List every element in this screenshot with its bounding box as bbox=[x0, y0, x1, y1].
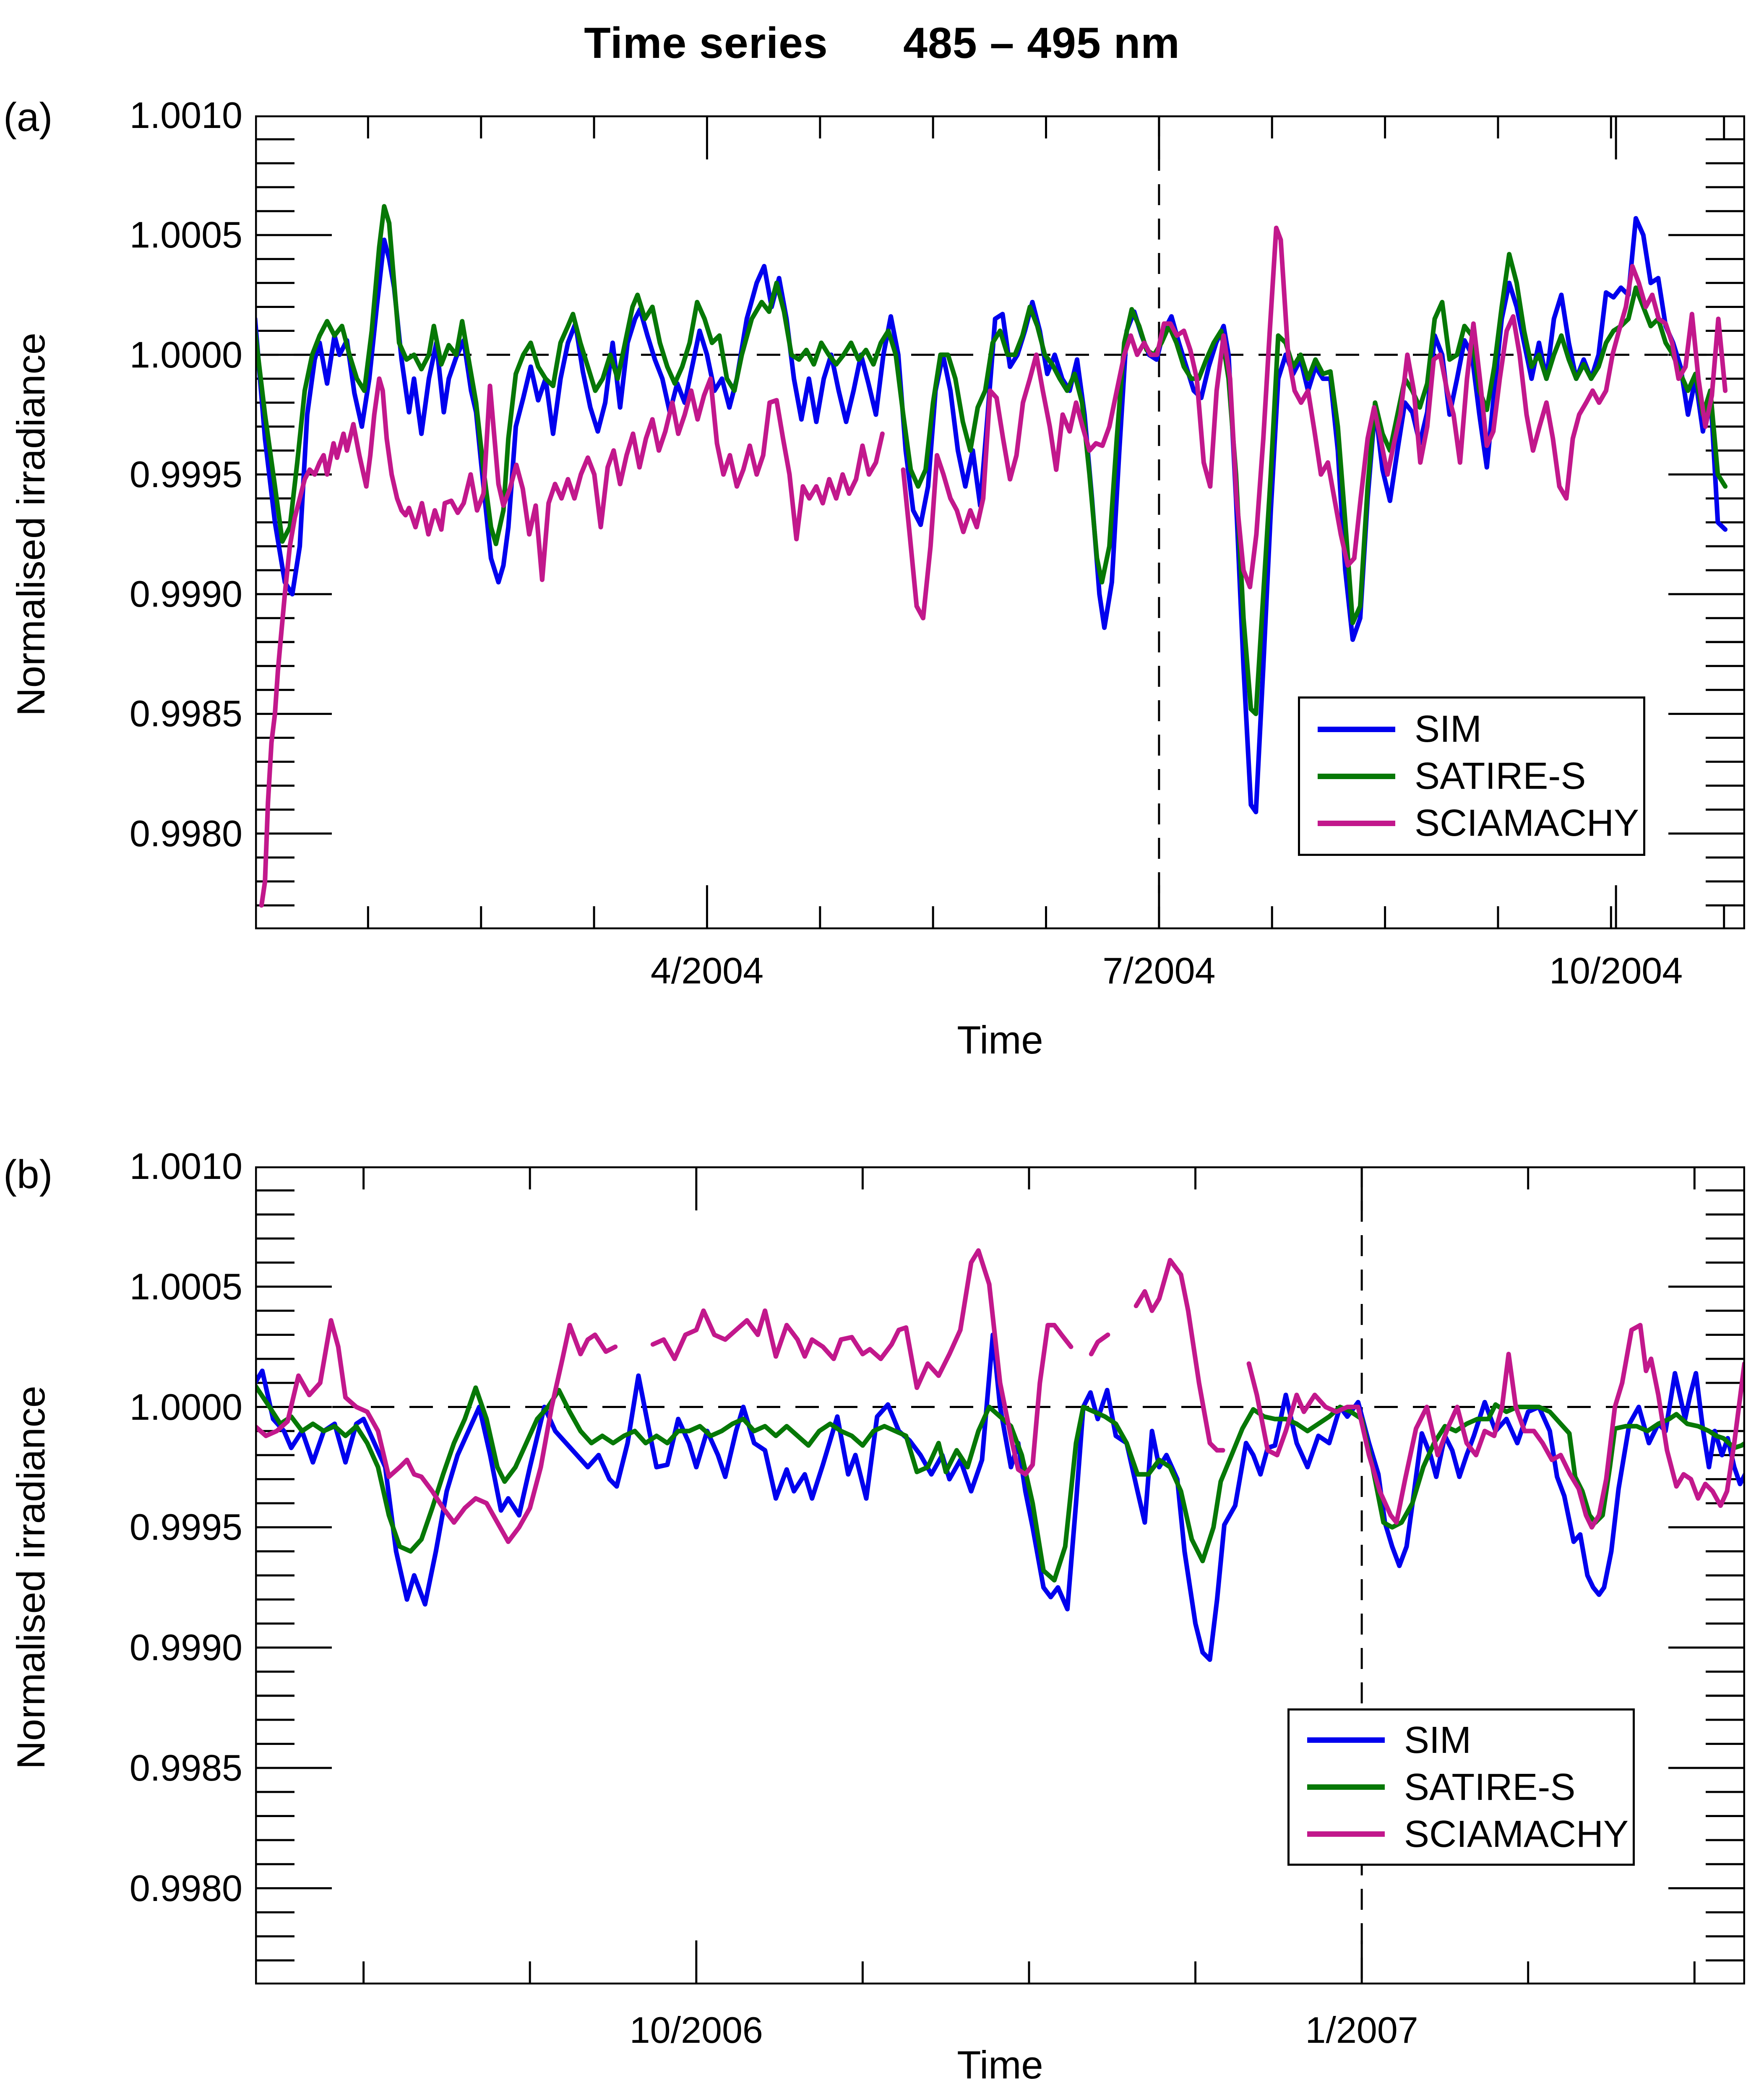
series-line-satires bbox=[255, 1383, 1745, 1583]
y-tick-label: 0.9990 bbox=[129, 1627, 242, 1669]
x-tick-label: 4/2004 bbox=[650, 950, 764, 991]
y-tick-label: 1.0000 bbox=[129, 1386, 242, 1428]
legend-item-sim: SIM bbox=[1290, 1717, 1633, 1764]
y-tick-label: 0.9985 bbox=[129, 693, 242, 735]
series-line-sciamachy bbox=[1089, 1332, 1110, 1356]
x-tick-label: 10/2006 bbox=[629, 2009, 763, 2051]
legend-label: SCIAMACHY bbox=[1404, 1813, 1629, 1855]
x-tick-label: 1/2007 bbox=[1305, 2009, 1418, 2051]
series-line-sciamachy bbox=[259, 376, 885, 908]
legend-line-swatch bbox=[1318, 726, 1395, 732]
y-tick-label: 0.9980 bbox=[129, 812, 242, 854]
series-line-sim bbox=[255, 1332, 1745, 1662]
y-tick-label: 0.9995 bbox=[129, 1506, 242, 1548]
legend-line-swatch bbox=[1318, 820, 1395, 826]
series-line-sciamachy bbox=[1133, 1258, 1225, 1453]
legend-line-swatch bbox=[1307, 1831, 1385, 1837]
panel-a-legend: SIM SATIRE-S SCIAMACHY bbox=[1298, 696, 1645, 856]
y-tick-label: 1.0005 bbox=[129, 214, 242, 256]
figure-title: Time series 485 – 495 nm bbox=[584, 19, 1180, 68]
legend-line-swatch bbox=[1318, 773, 1395, 779]
y-tick-label: 0.9980 bbox=[129, 1867, 242, 1909]
series-line-sciamachy bbox=[255, 1318, 618, 1544]
panel-b-legend: SIM SATIRE-S SCIAMACHY bbox=[1287, 1708, 1635, 1866]
legend-label: SATIRE-S bbox=[1415, 755, 1586, 797]
panel-b-letter: (b) bbox=[3, 1152, 53, 1197]
y-tick-label: 0.9985 bbox=[129, 1747, 242, 1789]
legend-label: SCIAMACHY bbox=[1415, 802, 1639, 844]
legend-label: SIM bbox=[1404, 1719, 1472, 1761]
series-line-satires bbox=[255, 204, 1728, 716]
legend-item-satires: SATIRE-S bbox=[1290, 1764, 1633, 1811]
series-line-sciamachy bbox=[1246, 1323, 1745, 1530]
y-tick-label: 1.0000 bbox=[129, 334, 242, 375]
y-tick-label: 1.0010 bbox=[129, 1145, 242, 1187]
legend-line-swatch bbox=[1307, 1737, 1385, 1743]
series-line-sciamachy bbox=[901, 225, 1728, 621]
panel-a-plot bbox=[255, 115, 1745, 929]
x-tick-label: 7/2004 bbox=[1102, 950, 1216, 991]
legend-item-sciamachy: SCIAMACHY bbox=[1300, 800, 1643, 847]
series-line-sciamachy bbox=[650, 1248, 1074, 1477]
panel-a-y-axis-title: Normalised irradiance bbox=[9, 332, 53, 717]
y-tick-label: 0.9995 bbox=[129, 453, 242, 495]
legend-item-sim: SIM bbox=[1300, 706, 1643, 753]
y-tick-label: 1.0005 bbox=[129, 1265, 242, 1307]
legend-line-swatch bbox=[1307, 1784, 1385, 1790]
legend-item-sciamachy: SCIAMACHY bbox=[1290, 1811, 1633, 1858]
legend-label: SATIRE-S bbox=[1404, 1766, 1576, 1808]
panel-b-x-axis-title: Time bbox=[957, 2043, 1043, 2086]
panel-a-letter: (a) bbox=[3, 95, 53, 140]
y-tick-label: 0.9990 bbox=[129, 573, 242, 615]
legend-label: SIM bbox=[1415, 708, 1482, 750]
legend-item-satires: SATIRE-S bbox=[1300, 753, 1643, 800]
y-tick-label: 1.0010 bbox=[129, 94, 242, 136]
x-tick-label: 10/2004 bbox=[1549, 950, 1683, 991]
panel-a-x-axis-title: Time bbox=[957, 1018, 1043, 1062]
panel-b-plot bbox=[255, 1166, 1745, 1984]
panel-b-y-axis-title: Normalised irradiance bbox=[9, 1385, 53, 1770]
